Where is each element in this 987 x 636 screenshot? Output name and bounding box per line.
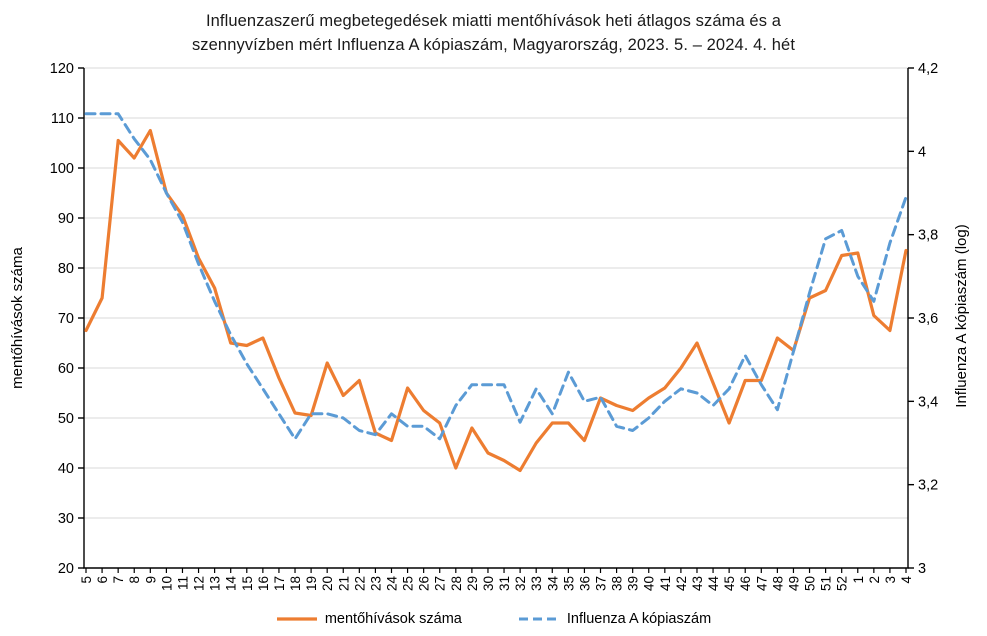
svg-text:3,4: 3,4 (918, 394, 938, 410)
svg-text:10: 10 (159, 576, 174, 591)
svg-text:70: 70 (58, 311, 74, 327)
svg-text:31: 31 (497, 576, 512, 591)
svg-text:18: 18 (288, 576, 303, 591)
y-axis-right-labels: 4,2 4 3,8 3,6 3,4 3,2 3 (908, 61, 938, 577)
svg-text:39: 39 (626, 576, 641, 591)
copies-dashed-line-swatch-icon (518, 617, 559, 621)
chart-title: Influenzaszerű megbetegedések miatti men… (0, 9, 987, 57)
svg-text:9: 9 (143, 576, 158, 584)
svg-text:30: 30 (481, 576, 496, 591)
svg-text:2: 2 (867, 576, 882, 584)
svg-text:34: 34 (545, 576, 560, 592)
svg-text:3: 3 (918, 561, 926, 577)
copies-series-line (84, 112, 908, 441)
svg-text:40: 40 (58, 461, 74, 477)
svg-text:5: 5 (79, 576, 94, 584)
svg-text:35: 35 (561, 576, 576, 591)
chart-title-line-1: Influenzaszerű megbetegedések miatti men… (205, 12, 782, 30)
legend-item-calls: mentőhívások száma (276, 611, 462, 627)
svg-text:49: 49 (786, 576, 801, 591)
svg-text:42: 42 (674, 576, 689, 591)
svg-text:51: 51 (819, 576, 834, 591)
svg-text:20: 20 (320, 576, 335, 591)
svg-text:60: 60 (58, 361, 74, 377)
calls-series-line (84, 128, 908, 473)
svg-text:8: 8 (127, 576, 142, 584)
svg-text:80: 80 (58, 261, 74, 277)
svg-text:40: 40 (642, 576, 657, 591)
svg-text:48: 48 (770, 576, 785, 591)
svg-text:4: 4 (899, 576, 914, 584)
svg-text:19: 19 (304, 576, 319, 591)
x-axis-labels: 5 6 7 8 9 10 11 12 13 14 15 16 17 18 19 20 21 22 23 24 25 26 2… (79, 568, 914, 591)
svg-text:14: 14 (224, 576, 239, 592)
svg-text:1: 1 (851, 576, 866, 584)
y-axis-left-labels: 120 110 100 90 80 70 60 50 40 30 20 (50, 61, 84, 577)
svg-text:11: 11 (175, 576, 190, 590)
svg-text:15: 15 (240, 576, 255, 591)
svg-text:41: 41 (658, 576, 673, 591)
svg-text:6: 6 (95, 576, 110, 584)
svg-text:43: 43 (690, 576, 705, 591)
svg-text:45: 45 (722, 576, 737, 591)
chart-title-line-2: szennyvízben mért Influenza A kópiaszám,… (191, 36, 796, 54)
svg-text:38: 38 (610, 576, 625, 591)
svg-text:3: 3 (883, 576, 898, 584)
svg-text:36: 36 (577, 576, 592, 591)
svg-text:27: 27 (433, 576, 448, 591)
svg-text:13: 13 (208, 576, 223, 591)
gridlines (84, 67, 908, 519)
svg-text:3,8: 3,8 (918, 228, 938, 244)
legend-copies-label: Influenza A kópiaszám (566, 611, 712, 627)
svg-text:90: 90 (58, 211, 74, 227)
legend-item-copies: Influenza A kópiaszám (518, 611, 711, 627)
svg-text:23: 23 (368, 576, 383, 591)
svg-text:100: 100 (50, 161, 74, 177)
svg-text:25: 25 (401, 576, 416, 591)
svg-text:110: 110 (51, 111, 74, 127)
svg-text:32: 32 (513, 576, 528, 591)
svg-text:37: 37 (594, 576, 609, 591)
svg-text:4,2: 4,2 (918, 61, 938, 77)
svg-text:24: 24 (384, 576, 399, 592)
svg-text:7: 7 (111, 576, 126, 584)
svg-text:16: 16 (256, 576, 271, 591)
svg-text:29: 29 (465, 576, 480, 591)
svg-text:30: 30 (58, 511, 74, 527)
svg-text:3,6: 3,6 (918, 311, 938, 327)
svg-text:120: 120 (50, 61, 74, 77)
svg-text:22: 22 (352, 576, 367, 591)
svg-text:44: 44 (706, 576, 721, 592)
svg-text:33: 33 (529, 576, 544, 591)
svg-text:46: 46 (738, 576, 753, 591)
svg-text:50: 50 (803, 576, 818, 591)
svg-text:28: 28 (449, 576, 464, 591)
svg-text:17: 17 (272, 576, 287, 591)
svg-text:3,2: 3,2 (918, 478, 938, 494)
svg-text:20: 20 (58, 561, 74, 577)
legend: mentőhívások száma Influenza A kópiaszám (0, 608, 987, 630)
svg-text:50: 50 (58, 411, 74, 427)
svg-text:26: 26 (417, 576, 432, 591)
legend-calls-label: mentőhívások száma (324, 611, 462, 627)
svg-text:4: 4 (918, 144, 926, 160)
svg-text:52: 52 (835, 576, 850, 591)
calls-line-swatch-icon (276, 617, 317, 621)
svg-text:12: 12 (192, 576, 207, 591)
svg-text:21: 21 (336, 576, 351, 591)
svg-text:47: 47 (754, 576, 769, 591)
